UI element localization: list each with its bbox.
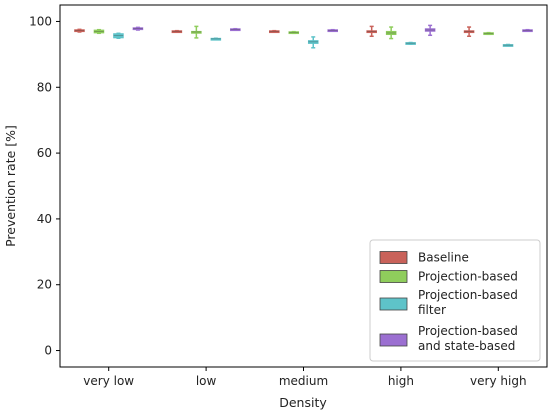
x-tick-label: medium [279, 374, 328, 388]
y-tick-label: 20 [37, 278, 52, 292]
series-3 [132, 24, 533, 37]
legend-label: Projection-based [418, 288, 518, 302]
box-iqr [502, 44, 514, 47]
box-iqr [288, 31, 300, 35]
legend-swatch [379, 333, 408, 347]
legend-label: Projection-based [418, 270, 518, 284]
y-axis-label: Prevention rate [%] [3, 125, 18, 247]
series-1 [93, 25, 494, 40]
box-iqr [230, 28, 241, 32]
box-iqr [483, 32, 494, 36]
box-iqr [191, 30, 202, 34]
box-iqr [171, 30, 183, 34]
y-tick-label: 80 [37, 80, 52, 94]
box-iqr [463, 30, 475, 34]
x-axis-ticks: very low low medium high very high [83, 367, 527, 388]
y-axis-ticks: 0 20 40 60 80 100 [29, 14, 60, 358]
legend: Baseline Projection-based Projection-based… [369, 239, 541, 362]
box-iqr [405, 42, 416, 45]
series-0 [74, 25, 475, 38]
y-tick-label: 100 [29, 14, 52, 28]
box-iqr [366, 30, 377, 34]
x-tick-label: low [196, 374, 217, 388]
legend-swatch [379, 270, 408, 283]
x-tick-label: very high [470, 374, 527, 388]
y-tick-label: 40 [37, 212, 52, 226]
legend-label: and state-based [418, 339, 515, 353]
legend-frame [369, 239, 541, 362]
x-tick-label: high [388, 374, 414, 388]
box-iqr [327, 29, 338, 33]
series-2 [113, 32, 514, 49]
y-tick-label: 60 [37, 146, 52, 160]
x-tick-label: very low [83, 374, 134, 388]
x-axis-label: Density [279, 395, 327, 410]
legend-label: Projection-based [418, 324, 518, 338]
box-series-group [74, 24, 533, 49]
box-iqr [522, 29, 533, 33]
legend-swatch [379, 251, 408, 264]
box-iqr [269, 30, 280, 34]
box-iqr [210, 37, 222, 41]
legend-label: Baseline [418, 251, 469, 265]
legend-swatch [379, 297, 408, 311]
legend-label: filter [418, 303, 446, 317]
y-tick-label: 0 [44, 344, 52, 358]
